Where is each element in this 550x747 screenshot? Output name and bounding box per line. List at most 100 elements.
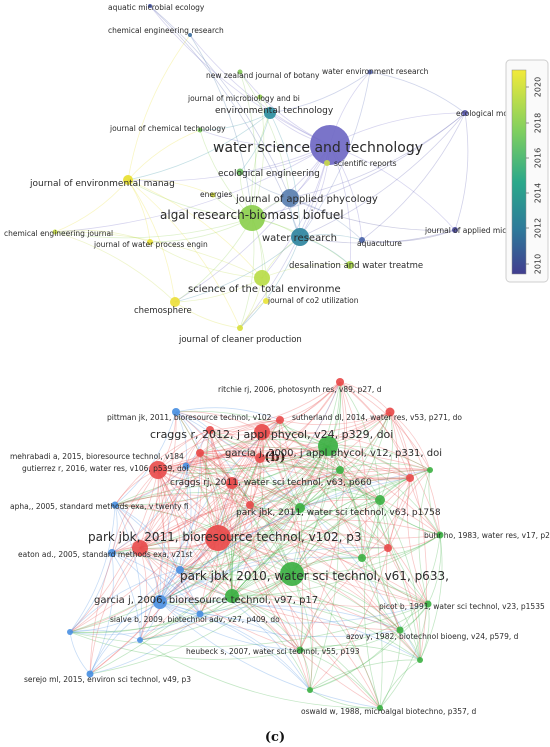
panel-c-edge [179, 569, 311, 691]
panel-c-edge [199, 439, 329, 454]
panel-c-edge [209, 429, 341, 471]
panel-c-edge [89, 445, 329, 675]
panel-c-edge [339, 411, 391, 471]
node-c-unlabeled [132, 540, 148, 556]
panel-c-edge [231, 381, 341, 597]
panel-c-edge [427, 534, 442, 605]
panel-c-edge [217, 537, 421, 661]
node-c-sialve [196, 610, 204, 618]
panel-c-edge [159, 507, 301, 603]
panel-c-edge [387, 547, 429, 605]
panel-c-edge [159, 601, 381, 709]
panel-c-edge [175, 411, 187, 467]
panel-c-edge [291, 499, 381, 575]
panel-c-edge [185, 455, 261, 467]
panel-c-edge [261, 431, 363, 559]
panel-c-edge [279, 419, 401, 631]
panel-c-edge [69, 469, 159, 633]
panel-b-edge [269, 112, 301, 238]
panel-c-edge [89, 601, 161, 675]
panel-c-edge [209, 429, 429, 605]
panel-c-edge [69, 445, 329, 633]
node-b-algal-research-biomass-biofuel [239, 205, 265, 231]
panel-c-edge [217, 445, 329, 539]
label-c-craggs2011: craggs rj, 2011, water sci technol, v63,… [170, 478, 372, 488]
panel-c-edge [199, 419, 281, 454]
node-b-energies [210, 192, 216, 198]
panel-b-edge [361, 229, 456, 243]
panel-c-edge [217, 537, 401, 631]
panel-c-edge [69, 631, 91, 675]
panel-c-edge [139, 445, 329, 549]
panel-c-edge [114, 452, 201, 506]
panel-c-edge [339, 469, 411, 481]
panel-c-edge [379, 603, 429, 709]
panel-c-edge [114, 504, 181, 571]
panel-c-edge [249, 504, 429, 605]
label-c-mehrabadi: mehrabadi a, 2015, bioresource technol, … [10, 452, 184, 461]
panel-c-edge [291, 572, 429, 605]
panel-c-edge [185, 465, 251, 506]
panel-c-edge [175, 410, 329, 447]
panel-c-edge [111, 552, 201, 615]
node-c-unlabeled [427, 467, 433, 473]
panel-c-edge [114, 445, 329, 506]
panel-c-edge [249, 504, 363, 559]
panel-b-edge [149, 241, 263, 279]
panel-c-edge [111, 552, 181, 571]
panel-c-edge [339, 462, 431, 471]
panel-c-edge [231, 466, 341, 484]
panel-c-edge [231, 534, 441, 597]
panel-c-edge [157, 469, 170, 603]
panel-c-edge [299, 381, 346, 651]
panel-c-edge [157, 469, 201, 615]
panel-c-edge [199, 450, 261, 459]
panel-c-edge [157, 431, 263, 471]
panel-c-edge [299, 557, 363, 651]
node-c-garcia2006 [225, 589, 239, 603]
panel-b-edge [239, 300, 267, 329]
label-c-azov: azov y, 1982, biotechnol bioeng, v24, p5… [346, 632, 519, 641]
label-c-serejo: serejo ml, 2015, environ sci technol, v4… [24, 675, 191, 684]
label-c-heubeck: heubeck s, 2007, water sci technol, v55,… [186, 647, 360, 656]
panel-c-edge [114, 429, 211, 506]
panel-c-edge [159, 504, 251, 603]
label-b-journal-of-applied-phycology: journal of applied phycology [235, 194, 378, 205]
label-b-aquaculture: aquaculture [357, 239, 402, 248]
panel-c-edge [361, 534, 441, 559]
panel-c-edge [114, 504, 293, 575]
panel-b-edge [127, 179, 214, 196]
panel-c-edge [199, 446, 411, 479]
node-c-pittman [172, 408, 180, 416]
panel-b-edge [239, 236, 301, 329]
panel-c-edge [199, 482, 233, 615]
panel-c-edge [339, 381, 367, 559]
panel-c-edge [89, 569, 181, 675]
panel-b-edge [239, 112, 271, 173]
panel-c-edge [259, 457, 381, 501]
panel-c-edge [387, 477, 411, 549]
panel-c-edge [157, 469, 233, 597]
panel-c-edge [199, 605, 401, 631]
label-b-scientific-reports: scientific reports [334, 159, 397, 168]
panel-c-edge [139, 469, 164, 641]
panel-c-edge [69, 603, 429, 648]
panel-b-edge [127, 179, 176, 303]
panel-c-edge [428, 469, 441, 536]
panel-c-edge [361, 557, 429, 605]
label-c-pittman: pittman jk, 2011, bioresource technol, v… [107, 413, 272, 422]
panel-c-edge [185, 465, 301, 509]
panel-c-edge [69, 629, 141, 641]
panel-c-edge [69, 569, 181, 633]
panel-c-edge [299, 649, 311, 691]
panel-c-edge [139, 445, 329, 641]
panel-c-edge [309, 629, 401, 691]
panel-b-edge [54, 144, 331, 233]
colorbar-tick-label: 2018 [534, 113, 543, 133]
panel-c-edge [299, 496, 381, 509]
panel-c-edge [249, 504, 389, 549]
panel-c-edge [299, 507, 389, 549]
panel-c-edge [231, 419, 281, 484]
node-c-sutherland [385, 407, 395, 417]
